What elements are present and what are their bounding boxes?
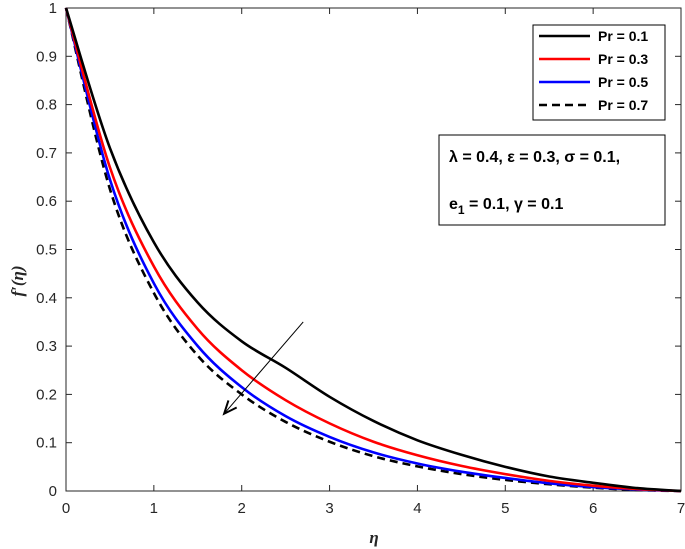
x-tick-label: 4 bbox=[413, 500, 421, 517]
parameter-e-subscript: 1 bbox=[458, 203, 465, 217]
y-tick-label: 0.2 bbox=[36, 386, 57, 403]
series-line-03 bbox=[64, 7, 682, 493]
x-tick-label: 0 bbox=[62, 500, 70, 517]
x-tick-label: 1 bbox=[150, 500, 158, 517]
arrow-shaft bbox=[223, 321, 304, 415]
x-tick-label: 2 bbox=[238, 500, 246, 517]
x-tick-label: 5 bbox=[501, 500, 509, 517]
y-tick-label: 0.5 bbox=[36, 242, 57, 259]
parameter-box: λ = 0.4, ε = 0.3, σ = 0.1, e1 = 0.1, γ =… bbox=[438, 134, 666, 226]
y-tick-label: 0.9 bbox=[36, 48, 57, 65]
series-line-01 bbox=[64, 7, 682, 493]
parameter-line-1: λ = 0.4, ε = 0.3, σ = 0.1, bbox=[449, 149, 620, 166]
x-tick-label: 7 bbox=[677, 500, 685, 517]
parameter-e-symbol: e bbox=[449, 196, 458, 213]
arrow-head bbox=[222, 400, 238, 416]
y-tick-label: 0.6 bbox=[36, 193, 57, 210]
legend-label: Pr = 0.1 bbox=[598, 28, 648, 44]
y-tick-label: 0.3 bbox=[36, 338, 57, 355]
y-tick-label: 0.1 bbox=[36, 435, 57, 452]
x-tick-label: 3 bbox=[325, 500, 333, 517]
y-axis-title: f′(η) bbox=[8, 265, 27, 296]
y-tick-label: 0.8 bbox=[36, 97, 57, 114]
x-axis-title: η bbox=[369, 528, 378, 547]
y-tick-label: 1 bbox=[49, 0, 57, 17]
parameter-box-frame bbox=[438, 134, 666, 226]
series-line-05 bbox=[64, 7, 682, 493]
legend: Pr = 0.1 Pr = 0.3 Pr = 0.5 Pr = 0.7 bbox=[532, 24, 666, 121]
legend-label: Pr = 0.3 bbox=[598, 51, 648, 67]
y-tick-label: 0 bbox=[49, 483, 57, 500]
y-tick-label: 0.7 bbox=[36, 145, 57, 162]
y-axis-ticks: 0 0.1 0.2 0.3 0.4 0.5 0.6 0.7 0.8 0.9 1 bbox=[36, 0, 681, 500]
trend-arrow bbox=[222, 321, 304, 416]
legend-label: Pr = 0.5 bbox=[598, 74, 648, 90]
legend-label: Pr = 0.7 bbox=[598, 97, 648, 113]
parameter-line-2: e1 = 0.1, γ = 0.1 bbox=[449, 196, 563, 217]
x-tick-label: 6 bbox=[589, 500, 597, 517]
parameter-line-2-rest: = 0.1, γ = 0.1 bbox=[465, 196, 564, 213]
y-tick-label: 0.4 bbox=[36, 290, 57, 307]
x-axis-ticks: 0 1 2 3 4 5 6 7 bbox=[62, 8, 685, 517]
series-layer bbox=[64, 7, 682, 493]
